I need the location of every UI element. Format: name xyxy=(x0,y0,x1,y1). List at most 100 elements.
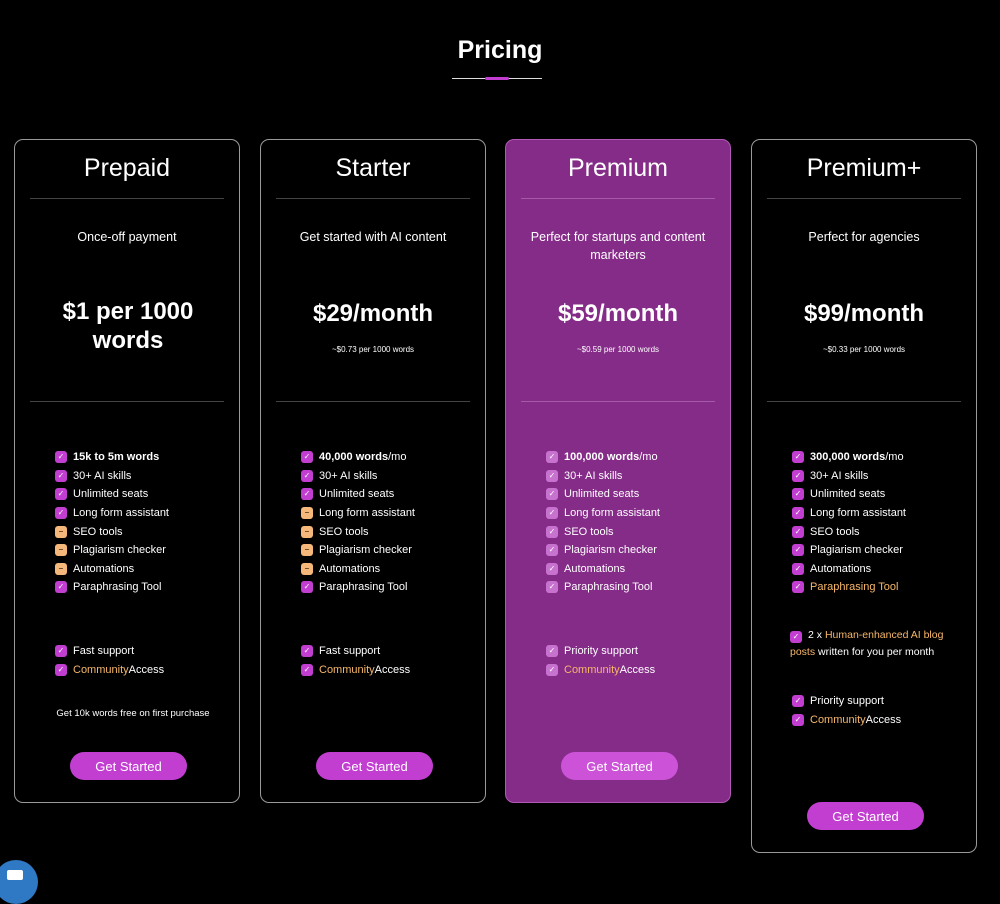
feature-item: ✓ Long form assistant xyxy=(546,504,720,523)
check-icon: ✓ xyxy=(301,645,313,658)
feature-item: – Automations xyxy=(55,560,229,579)
check-icon: ✓ xyxy=(792,469,804,482)
feature-list: ✓ 40,000 words/mo ✓ 30+ AI skills ✓ Unlimit… xyxy=(301,448,475,597)
plan-price: $29/month xyxy=(312,300,434,327)
feature-item: ✓ 30+ AI skills xyxy=(792,467,966,486)
feature-item: ✓ SEO tools xyxy=(546,522,720,541)
check-icon: ✓ xyxy=(546,451,558,464)
check-icon: ✓ xyxy=(792,713,804,726)
feature-item: – SEO tools xyxy=(55,522,229,541)
get-started-button[interactable]: Get Started xyxy=(70,752,187,780)
plan-price: $1 per 1000 words xyxy=(62,298,194,354)
minus-icon: – xyxy=(301,525,313,538)
plan-price-note: ~$0.33 per 1000 words xyxy=(822,345,906,354)
get-started-button[interactable]: Get Started xyxy=(316,752,433,780)
check-icon: ✓ xyxy=(792,562,804,575)
minus-icon: – xyxy=(301,544,313,557)
check-icon: ✓ xyxy=(546,525,558,538)
feature-list: ✓ 300,000 words/mo ✓ 30+ AI skills ✓ Unlimi… xyxy=(792,448,966,597)
community-item: ✓ Community Access xyxy=(792,711,966,730)
support-list: ✓ Priority support ✓ Community Access xyxy=(546,642,720,679)
check-icon: ✓ xyxy=(55,663,67,676)
check-icon: ✓ xyxy=(55,469,67,482)
feature-item: ✓ 30+ AI skills xyxy=(546,467,720,486)
plan-description: Once-off payment xyxy=(77,230,177,244)
divider xyxy=(276,198,470,199)
chat-icon[interactable] xyxy=(0,860,38,904)
feature-item: ✓ Plagiarism checker xyxy=(792,541,966,560)
minus-icon: – xyxy=(55,544,67,557)
divider xyxy=(30,198,224,199)
divider xyxy=(767,198,961,199)
plan-card-starter: Starter Get started with AI content $29/… xyxy=(260,139,486,803)
check-icon: ✓ xyxy=(301,488,313,501)
support-item: ✓ Fast support xyxy=(55,642,229,661)
minus-icon: – xyxy=(55,562,67,575)
plan-price-note: ~$0.59 per 1000 words xyxy=(576,345,660,354)
feature-item: ✓ Paraphrasing Tool xyxy=(301,578,475,597)
feature-list: ✓ 100,000 words/mo ✓ 30+ AI skills ✓ Unlimi… xyxy=(546,448,720,597)
feature-item: – Plagiarism checker xyxy=(301,541,475,560)
check-icon: ✓ xyxy=(546,507,558,520)
get-started-button[interactable]: Get Started xyxy=(807,802,924,830)
plan-price-note: ~$0.73 per 1000 words xyxy=(331,345,415,354)
divider xyxy=(30,401,224,402)
check-icon: ✓ xyxy=(546,469,558,482)
check-icon: ✓ xyxy=(792,451,804,464)
support-item: ✓ Fast support xyxy=(301,642,475,661)
check-icon: ✓ xyxy=(55,488,67,501)
feature-item: ✓ Paraphrasing Tool xyxy=(55,578,229,597)
community-item: ✓ Community Access xyxy=(546,661,720,680)
feature-item: ✓ SEO tools xyxy=(792,522,966,541)
check-icon: ✓ xyxy=(792,581,804,594)
check-icon: ✓ xyxy=(301,469,313,482)
support-list: ✓ Priority support ✓ Community Access xyxy=(792,692,966,729)
check-icon: ✓ xyxy=(55,581,67,594)
check-icon: ✓ xyxy=(55,451,67,464)
plan-title: Prepaid xyxy=(83,154,171,182)
feature-item: ✓ Unlimited seats xyxy=(792,485,966,504)
check-icon: ✓ xyxy=(792,544,804,557)
support-list: ✓ Fast support ✓ Community Access xyxy=(301,642,475,679)
feature-item: ✓ Long form assistant xyxy=(792,504,966,523)
feature-item: ✓ Unlimited seats xyxy=(546,485,720,504)
plan-description: Perfect for agencies xyxy=(808,230,920,244)
plan-title: Premium+ xyxy=(806,154,922,182)
plan-title: Starter xyxy=(335,154,411,182)
check-icon: ✓ xyxy=(55,645,67,658)
plan-card-prepaid: Prepaid Once-off payment $1 per 1000 wor… xyxy=(14,139,240,803)
check-icon: ✓ xyxy=(546,645,558,658)
feature-item: ✓ Automations xyxy=(792,560,966,579)
plan-price: $59/month xyxy=(557,300,679,327)
divider xyxy=(767,401,961,402)
check-icon: ✓ xyxy=(301,581,313,594)
feature-item: ✓ 300,000 words/mo xyxy=(792,448,966,467)
check-icon: ✓ xyxy=(792,488,804,501)
pricing-heading: Pricing xyxy=(457,36,543,64)
check-icon: ✓ xyxy=(546,663,558,676)
free-words-note: Get 10k words free on first purchase xyxy=(56,708,210,719)
feature-list: ✓ 15k to 5m words ✓ 30+ AI skills ✓ Unlimit… xyxy=(55,448,229,597)
check-icon: ✓ xyxy=(301,451,313,464)
minus-icon: – xyxy=(301,562,313,575)
check-icon: ✓ xyxy=(546,581,558,594)
divider xyxy=(276,401,470,402)
minus-icon: – xyxy=(301,507,313,520)
feature-item: ✓ Unlimited seats xyxy=(301,485,475,504)
community-item: ✓ Community Access xyxy=(301,661,475,680)
check-icon: ✓ xyxy=(792,507,804,520)
feature-item: ✓ 30+ AI skills xyxy=(55,467,229,486)
feature-item: ✓ 30+ AI skills xyxy=(301,467,475,486)
check-icon: ✓ xyxy=(792,525,804,538)
plan-card-premium: Premium Perfect for startups and content… xyxy=(505,139,731,803)
community-item: ✓ Community Access xyxy=(55,661,229,680)
feature-item: ✓ Plagiarism checker xyxy=(546,541,720,560)
get-started-button[interactable]: Get Started xyxy=(561,752,678,780)
heading-underline-accent xyxy=(485,77,509,80)
check-icon: ✓ xyxy=(790,631,802,643)
feature-item: – SEO tools xyxy=(301,522,475,541)
feature-item: ✓ 100,000 words/mo xyxy=(546,448,720,467)
feature-item: ✓ Paraphrasing Tool xyxy=(546,578,720,597)
plan-description: Perfect for startups and content markete… xyxy=(530,230,706,262)
bonus-blog-posts: ✓ 2 x Human-enhanced AI blog posts writte… xyxy=(790,629,944,658)
